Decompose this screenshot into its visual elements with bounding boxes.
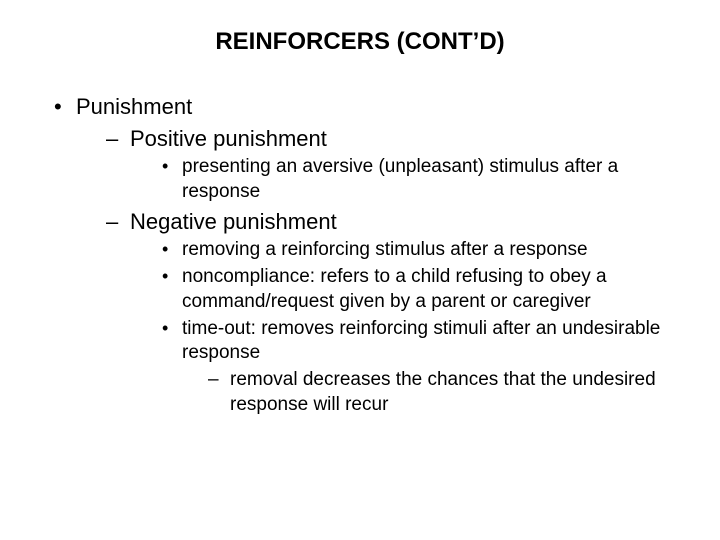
slide: REINFORCERS (CONT’D) Punishment Positive… bbox=[0, 0, 720, 540]
bullet-list-level1: Punishment Positive punishment presentin… bbox=[48, 92, 672, 417]
list-item-text: noncompliance: refers to a child refusin… bbox=[182, 266, 607, 312]
slide-title: REINFORCERS (CONT’D) bbox=[48, 28, 672, 56]
list-item: Negative punishment removing a reinforci… bbox=[102, 207, 672, 418]
list-item: Positive punishment presenting an aversi… bbox=[102, 124, 672, 205]
list-item-text: Punishment bbox=[76, 94, 192, 119]
list-item: removal decreases the chances that the u… bbox=[206, 368, 672, 417]
list-item: time-out: removes reinforcing stimuli af… bbox=[158, 317, 672, 418]
bullet-list-level2: Positive punishment presenting an aversi… bbox=[102, 124, 672, 418]
list-item-text: presenting an aversive (unpleasant) stim… bbox=[182, 156, 618, 202]
bullet-list-level4: removal decreases the chances that the u… bbox=[206, 368, 672, 417]
bullet-list-level3: presenting an aversive (unpleasant) stim… bbox=[158, 155, 672, 204]
list-item-text: removal decreases the chances that the u… bbox=[230, 369, 656, 415]
list-item: presenting an aversive (unpleasant) stim… bbox=[158, 155, 672, 204]
list-item: noncompliance: refers to a child refusin… bbox=[158, 265, 672, 314]
list-item: Punishment Positive punishment presentin… bbox=[48, 92, 672, 417]
list-item-text: Positive punishment bbox=[130, 126, 327, 151]
list-item-text: removing a reinforcing stimulus after a … bbox=[182, 239, 588, 260]
bullet-list-level3: removing a reinforcing stimulus after a … bbox=[158, 238, 672, 417]
list-item-text: Negative punishment bbox=[130, 209, 337, 234]
list-item-text: time-out: removes reinforcing stimuli af… bbox=[182, 318, 660, 364]
list-item: removing a reinforcing stimulus after a … bbox=[158, 238, 672, 263]
